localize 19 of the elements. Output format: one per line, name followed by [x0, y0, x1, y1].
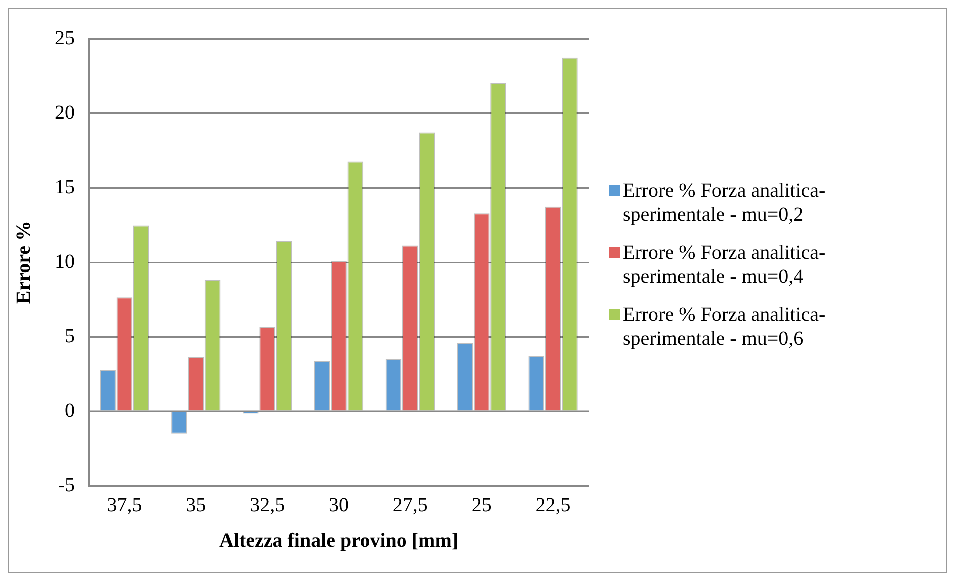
x-tick-label: 25 [472, 494, 492, 516]
y-tick-label: 20 [55, 102, 75, 124]
y-tick-label: 0 [65, 400, 75, 422]
legend-label: Errore % Forza analitica-sperimentale - mu=0,2 [623, 179, 827, 227]
y-tick-label: 10 [55, 250, 75, 273]
y-tick-label: -5 [58, 474, 75, 496]
legend-label: Errore % Forza analitica-sperimentale - mu=0,6 [623, 303, 827, 351]
x-tick-label: 22,5 [536, 494, 571, 516]
x-tick-label: 32,5 [250, 494, 286, 516]
x-tick-label: 35 [186, 494, 206, 516]
y-tick-label: 15 [55, 176, 75, 198]
x-tick-label: 27,5 [392, 494, 428, 516]
y-tick-label: 5 [65, 325, 75, 348]
y-axis-title: Errore % [13, 220, 36, 304]
y-tick-label: 25 [55, 27, 75, 50]
x-axis-title: Altezza finale provino [mm] [219, 530, 459, 552]
legend-label: Errore % Forza analitica-sperimentale - mu=0,4 [623, 241, 827, 289]
x-tick-label: 30 [329, 494, 349, 516]
x-tick-label: 37,5 [107, 494, 142, 516]
